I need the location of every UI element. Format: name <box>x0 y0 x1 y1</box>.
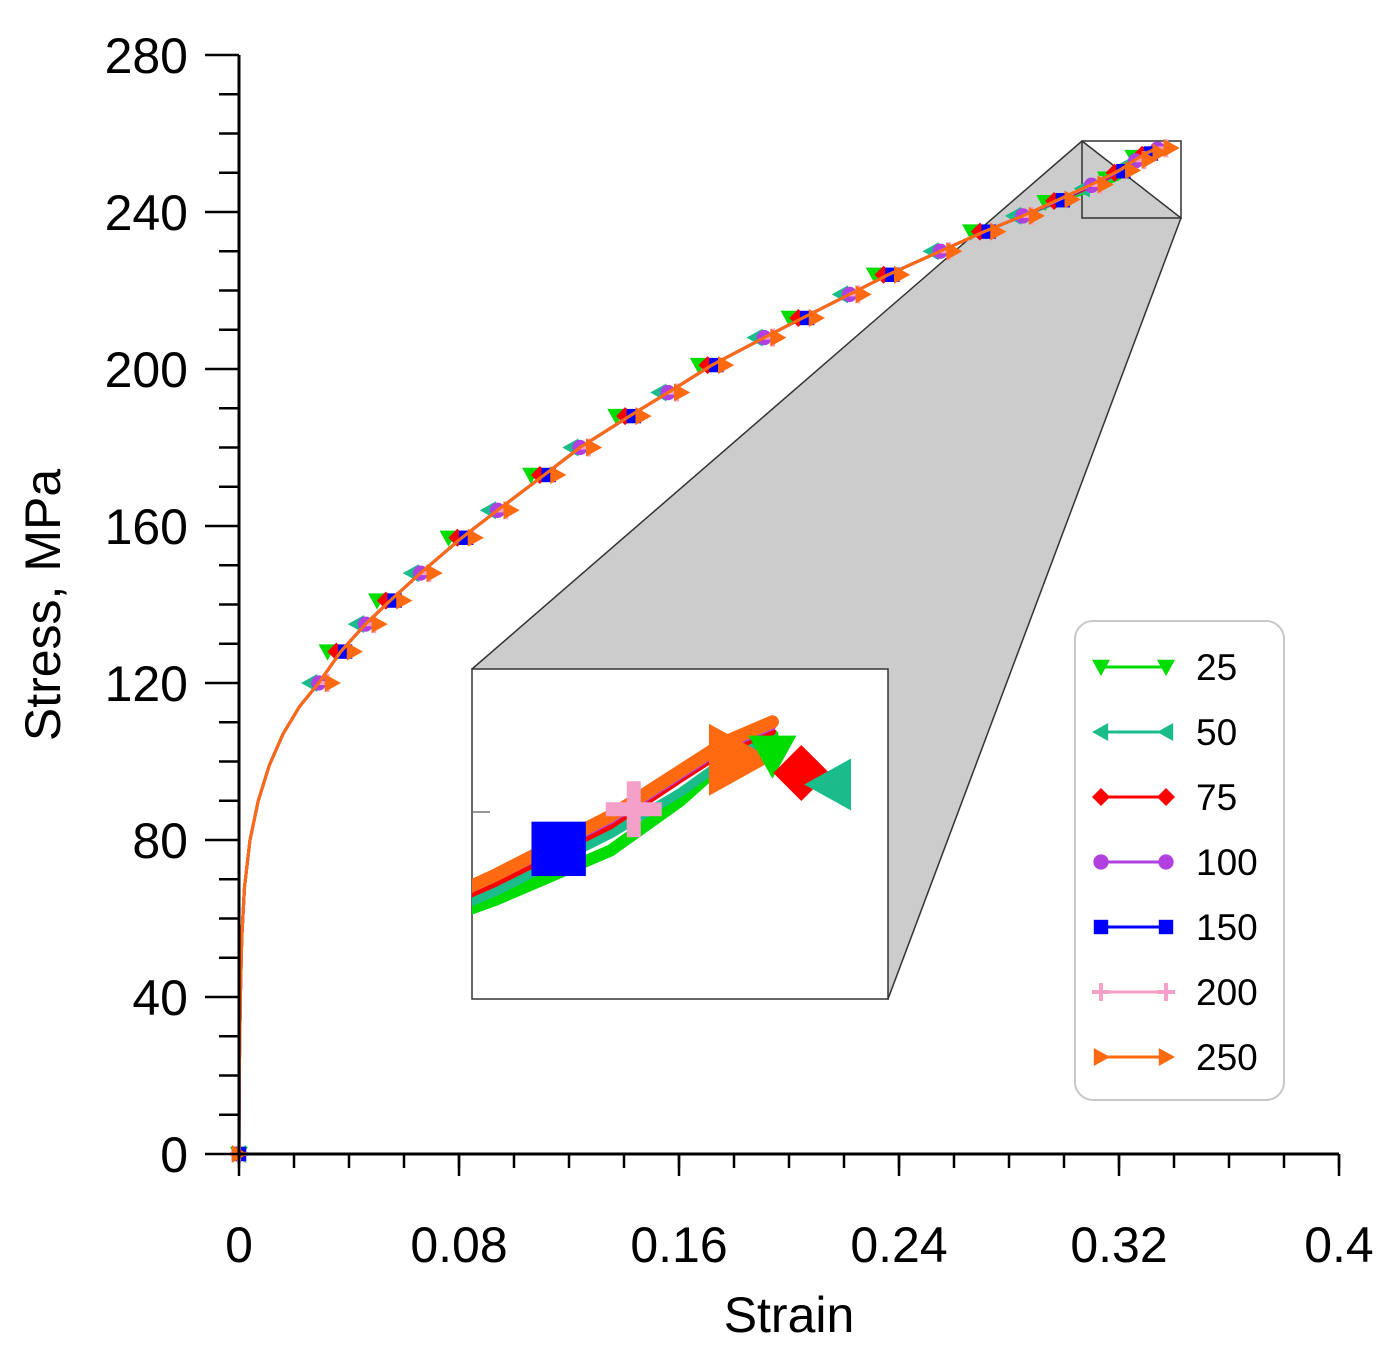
legend-item-200: 200 <box>1092 972 1258 1013</box>
y-tick-label: 280 <box>105 28 188 84</box>
data-point-250 <box>550 465 567 484</box>
legend-item-50: 50 <box>1092 712 1237 753</box>
legend-marker-75 <box>1092 788 1110 806</box>
y-tick-label: 40 <box>132 970 188 1026</box>
legend-marker-100 <box>1093 854 1109 870</box>
data-point-250 <box>635 407 652 426</box>
data-point-250 <box>770 328 787 347</box>
x-tick-label: 0.32 <box>1070 1217 1167 1273</box>
x-tick-label: 0.4 <box>1304 1217 1374 1273</box>
legend-marker-25 <box>1092 659 1110 676</box>
legend-item-150: 150 <box>1093 907 1258 948</box>
y-tick-label: 0 <box>160 1127 188 1183</box>
data-point-250 <box>467 528 484 547</box>
legend-marker-75 <box>1157 788 1175 806</box>
data-point-250 <box>990 222 1007 241</box>
x-tick-label: 0.16 <box>630 1217 727 1273</box>
data-point-250 <box>1163 139 1180 158</box>
zoom-inset-panel <box>471 668 889 1000</box>
legend-marker-25 <box>1157 659 1175 676</box>
x-tick-label: 0 <box>225 1217 253 1273</box>
inset-series-group <box>472 715 852 915</box>
data-point-250 <box>808 308 825 327</box>
inset-marker-150 <box>531 821 586 877</box>
legend-item-250: 250 <box>1093 1037 1258 1078</box>
legend-marker-200 <box>1157 983 1175 1001</box>
y-tick-label: 160 <box>105 499 188 555</box>
legend-label: 100 <box>1196 842 1258 883</box>
legend: 25 50 75 100 150 200 250 <box>1074 620 1285 1101</box>
inset-marker-50 <box>804 758 852 811</box>
legend-marker-250 <box>1158 1048 1175 1066</box>
data-point-250 <box>346 642 363 661</box>
x-tick-label: 0.08 <box>410 1217 507 1273</box>
data-point-250 <box>1152 143 1169 162</box>
legend-marker-150 <box>1093 919 1109 935</box>
legend-label: 50 <box>1196 712 1237 753</box>
legend-marker-200 <box>1092 983 1110 1001</box>
data-point-250 <box>586 438 603 457</box>
inset-marker-200 <box>605 781 662 838</box>
legend-item-25: 25 <box>1092 647 1237 688</box>
legend-marker-100 <box>1158 854 1174 870</box>
data-point-250 <box>396 591 413 610</box>
data-point-250 <box>894 265 911 284</box>
legend-marker-50 <box>1157 723 1174 741</box>
y-tick-label: 200 <box>105 342 188 398</box>
legend-marker-150 <box>1158 919 1174 935</box>
y-tick-label: 240 <box>105 185 188 241</box>
data-point-250 <box>1141 150 1158 169</box>
legend-box <box>1074 620 1285 1101</box>
data-point-250 <box>718 356 735 375</box>
x-axis-title: Strain <box>724 1287 855 1343</box>
data-point-250 <box>1064 190 1081 209</box>
data-point-250 <box>855 285 872 304</box>
legend-label: 250 <box>1196 1037 1258 1078</box>
data-point-250 <box>324 674 341 692</box>
legend-label: 200 <box>1196 972 1258 1013</box>
data-point-250 <box>1125 161 1142 180</box>
x-tick-label: 0.24 <box>850 1217 947 1273</box>
legend-marker-50 <box>1092 723 1109 741</box>
axis-ticks: 0 0.08 0.16 0.24 0.32 0.4 0 40 80 120 160 200 240 280 <box>105 28 1374 1273</box>
legend-item-75: 75 <box>1092 777 1237 818</box>
data-point-250 <box>426 564 443 583</box>
data-point-250 <box>1097 175 1114 194</box>
y-tick-label: 80 <box>132 813 188 869</box>
data-point-250 <box>946 242 963 261</box>
legend-marker-250 <box>1093 1048 1110 1066</box>
data-point-250 <box>674 383 691 402</box>
inset-marker-25 <box>748 735 797 779</box>
y-axis-title: Stress, MPa <box>15 469 71 741</box>
legend-label: 25 <box>1196 647 1237 688</box>
main-plot-series <box>230 139 1180 1163</box>
data-point-250 <box>503 501 520 520</box>
zoom-region-box <box>1081 140 1182 219</box>
legend-label: 75 <box>1196 777 1237 818</box>
data-point-250 <box>371 615 388 634</box>
series-250 <box>231 139 1180 1163</box>
legend-item-100: 100 <box>1093 842 1258 883</box>
inset-marker-250 <box>708 723 774 796</box>
legend-label: 150 <box>1196 907 1258 948</box>
y-tick-label: 120 <box>105 656 188 712</box>
data-point-250 <box>1028 206 1045 225</box>
